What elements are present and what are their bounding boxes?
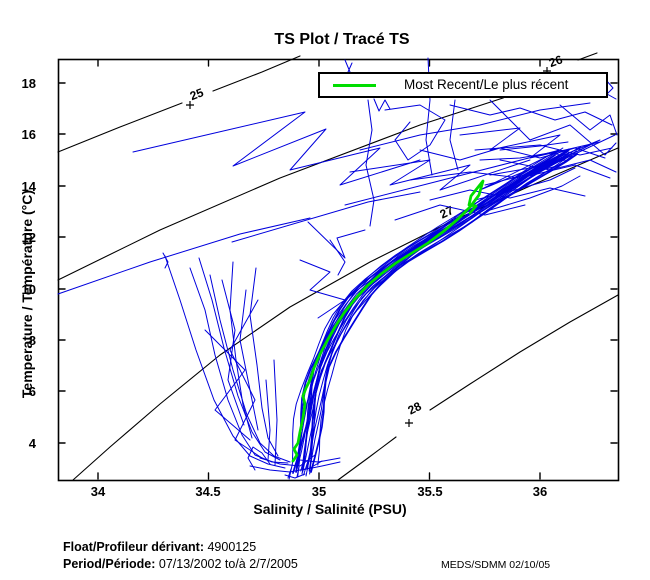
contour-label-26: 26 [547,52,565,70]
y-tick-label: 10 [21,282,36,297]
float-value: 4900125 [207,540,257,554]
contour-label-28: 28 [405,399,424,418]
footer-credit: MEDS/SDMM 02/10/05 [441,559,551,571]
legend-label: Most Recent/Le plus récent [404,77,569,92]
period-label: Period/Période: [63,557,156,571]
x-axis-label: Salinity / Salinité (PSU) [253,501,407,517]
y-tick-label: 8 [28,333,36,348]
x-tick-label: 36 [532,484,548,499]
x-tick-label: 34.5 [195,484,221,499]
x-tick-label: 35 [311,484,327,499]
footer-float-line: Float/Profileur dérivant: 4900125 [63,540,256,554]
period-value: 07/13/2002 to/à 2/7/2005 [158,557,298,571]
contour-label-25: 25 [188,85,206,103]
y-tick-label: 4 [28,436,36,451]
float-label: Float/Profileur dérivant: [63,540,204,554]
x-tick-label: 34 [90,484,106,499]
footer-period-line: Period/Période: 07/13/2002 to/à 2/7/2005 [63,557,298,571]
y-tick-label: 18 [21,76,36,91]
legend-line-sample [333,84,376,87]
y-tick-label: 16 [21,127,36,142]
y-tick-label: 12 [21,230,36,245]
x-tick-label: 35.5 [417,484,443,499]
y-tick-label: 14 [21,179,36,194]
legend-box: Most Recent/Le plus récent [318,72,608,98]
chart-title: TS Plot / Tracé TS [274,31,410,48]
y-tick-label: 6 [28,384,36,399]
